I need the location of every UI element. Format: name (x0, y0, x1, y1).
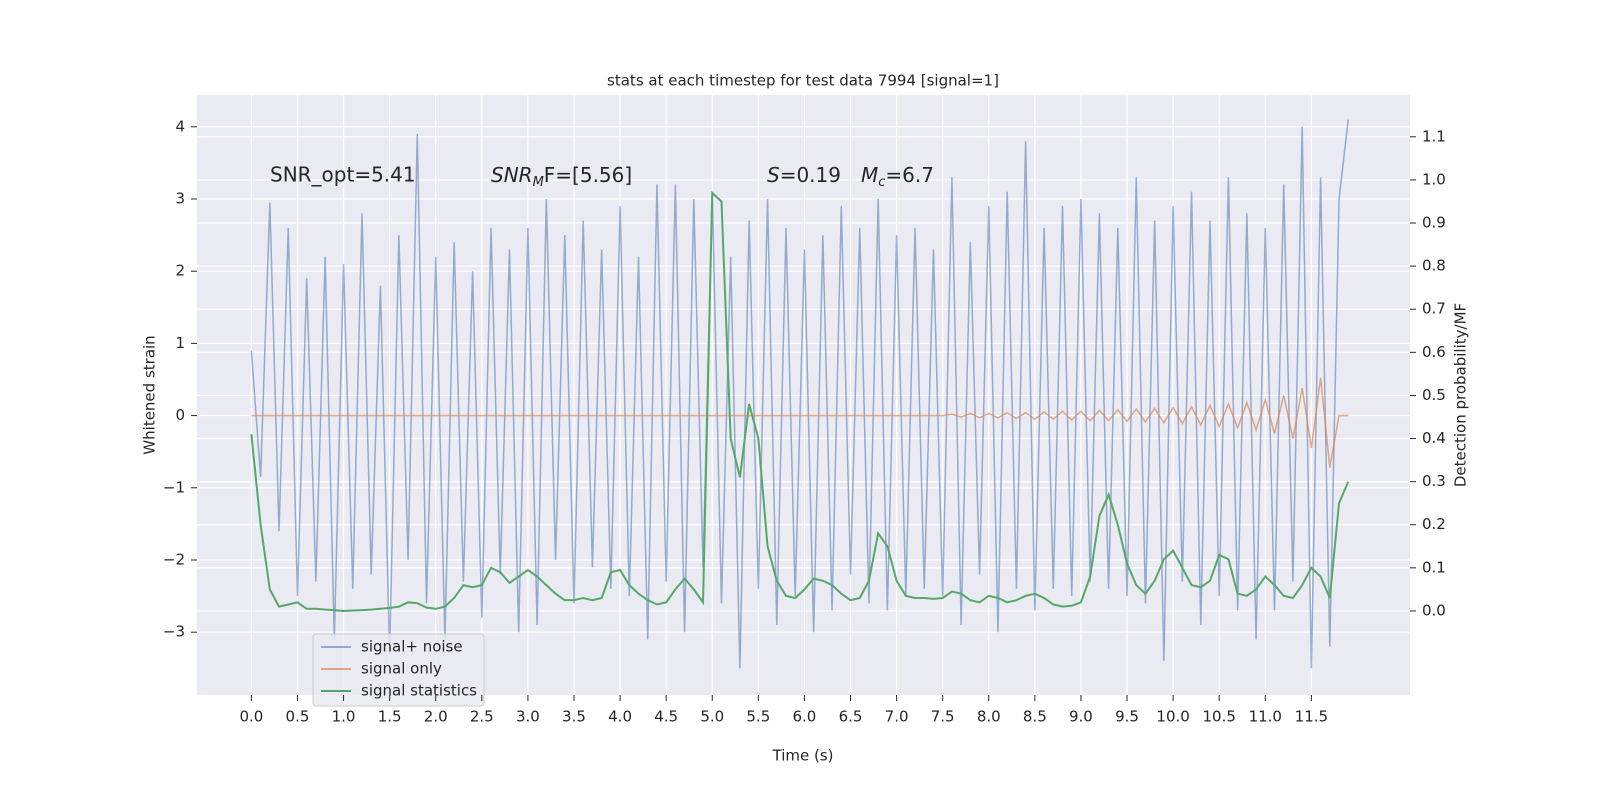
y-tick-label: −2 (163, 550, 185, 568)
x-tick-label: 5.0 (700, 708, 724, 726)
y2-tick-label: 0.9 (1422, 214, 1446, 232)
x-tick-label: 9.0 (1069, 708, 1093, 726)
annotation: SNRMF=[5.56] (491, 163, 632, 190)
x-tick-label: 7.5 (931, 708, 955, 726)
y2-tick-label: 0.1 (1422, 558, 1446, 576)
annotation: S=0.19 Mc=6.7 (767, 163, 934, 190)
x-axis-label: Time (s) (772, 747, 834, 765)
series-layer (250, 119, 1350, 669)
x-tick-label: 0.5 (286, 708, 310, 726)
x-tick-label: 10.0 (1156, 708, 1189, 726)
y-tick-label: 1 (175, 334, 185, 352)
y2-tick-label: 0.6 (1422, 343, 1446, 361)
y2-tick-label: 1.1 (1422, 127, 1446, 145)
y2-tick-label: 0.5 (1422, 386, 1446, 404)
legend-label: signal statistics (361, 682, 477, 700)
x-tick-label: 2.0 (424, 708, 448, 726)
y2-axis-label: Detection probability/MF (1452, 303, 1470, 487)
x-tick-label: 6.5 (839, 708, 863, 726)
series-line (251, 377, 1349, 468)
y-tick-label: 2 (175, 262, 185, 280)
legend-label: signal only (361, 660, 442, 678)
x-tick-label: 4.5 (654, 708, 678, 726)
x-tick-label: 1.5 (378, 708, 402, 726)
y2-tick-label: 0.2 (1422, 515, 1446, 533)
legend: signal+ noise signal only signal statistic… (312, 633, 485, 707)
x-tick-label: 1.0 (332, 708, 356, 726)
series-line (250, 119, 1349, 669)
x-tick-label: 11.0 (1249, 708, 1282, 726)
series-line (250, 190, 1350, 612)
y2-tick-label: 1.0 (1422, 170, 1446, 188)
x-tick-label: 7.0 (885, 708, 909, 726)
x-tick-label: 9.5 (1115, 708, 1139, 726)
x-tick-label: 2.5 (470, 708, 494, 726)
annotation-part: M (861, 163, 878, 187)
y-tick-label: −3 (163, 623, 185, 641)
x-tick-label: 6.0 (792, 708, 816, 726)
y-tick-label: 0 (175, 406, 185, 424)
y-tick-label: −1 (163, 478, 185, 496)
x-tick-label: 3.0 (516, 708, 540, 726)
y2-tick-label: 0.4 (1422, 429, 1446, 447)
y-tick-label: 3 (175, 189, 185, 207)
chart-title: stats at each timestep for test data 799… (607, 72, 999, 90)
annotation-part: =6.7 (885, 163, 934, 187)
annotation-part: M (533, 175, 544, 190)
annotation-part: F=[5.56] (544, 163, 632, 187)
x-tick-label: 10.5 (1202, 708, 1235, 726)
y2-tick-label: 0.3 (1422, 472, 1446, 490)
x-tick-label: 4.0 (608, 708, 632, 726)
annotation-part: SNR (491, 163, 533, 187)
y2-tick-label: 0.8 (1422, 257, 1446, 275)
x-tick-label: 5.5 (746, 708, 770, 726)
y2-tick-label: 0.7 (1422, 300, 1446, 318)
annotation-part: c (878, 175, 885, 190)
x-tick-label: 0.0 (239, 708, 263, 726)
y2-tick-label: 0.0 (1422, 601, 1446, 619)
y-tick-label: 4 (175, 117, 185, 135)
legend-box (312, 633, 485, 707)
x-tick-label: 3.5 (562, 708, 586, 726)
legend-label: signal+ noise (361, 638, 463, 656)
annotation-part: S (767, 163, 780, 187)
annotation: SNR_opt=5.41 (270, 163, 416, 187)
x-tick-label: 8.0 (977, 708, 1001, 726)
annotation-part: =0.19 (780, 163, 841, 187)
x-tick-label: 11.5 (1295, 708, 1328, 726)
y-axis-label: Whitened strain (141, 335, 159, 454)
x-tick-label: 8.5 (1023, 708, 1047, 726)
